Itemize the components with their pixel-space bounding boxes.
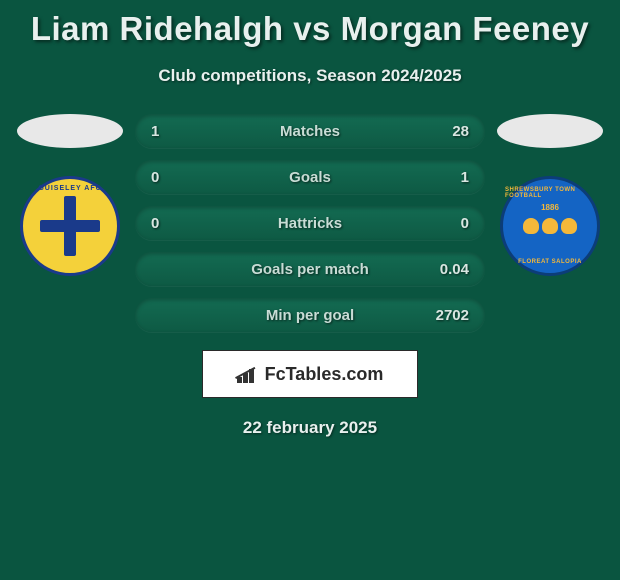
stat-row-goals: 0 Goals 1	[135, 160, 485, 194]
player-photo-right	[497, 114, 603, 148]
brand-name: FcTables.com	[265, 364, 384, 385]
stat-left-value: 0	[151, 215, 191, 232]
stat-label: Goals per match	[251, 261, 369, 278]
club-badge-left: GUISELEY AFC	[20, 176, 120, 276]
stat-right-value: 0	[429, 215, 469, 232]
chart-icon	[237, 365, 259, 383]
page-title: Liam Ridehalgh vs Morgan Feeney	[0, 10, 620, 48]
stat-label: Goals	[289, 169, 331, 186]
comparison-card: Liam Ridehalgh vs Morgan Feeney Club com…	[0, 0, 620, 438]
lions-icon	[523, 218, 577, 234]
stat-label: Min per goal	[266, 307, 354, 324]
stat-left-value: 0	[151, 169, 191, 186]
main-row: GUISELEY AFC 1 Matches 28 0 Goals 1 0 Ha…	[0, 114, 620, 332]
stat-right-value: 0.04	[429, 261, 469, 278]
left-player-col: GUISELEY AFC	[15, 114, 125, 276]
stat-row-min-per-goal: Min per goal 2702	[135, 298, 485, 332]
badge-right-inner: SHREWSBURY TOWN FOOTBALL 1886 FLOREAT SA…	[505, 181, 595, 271]
stat-right-value: 28	[429, 123, 469, 140]
stat-right-value: 2702	[429, 307, 469, 324]
date-label: 22 february 2025	[0, 418, 620, 438]
page-subtitle: Club competitions, Season 2024/2025	[0, 66, 620, 86]
badge-right-text-bottom: FLOREAT SALOPIA	[518, 259, 582, 265]
stat-label: Matches	[280, 123, 340, 140]
stat-right-value: 1	[429, 169, 469, 186]
stats-column: 1 Matches 28 0 Goals 1 0 Hattricks 0 Goa…	[135, 114, 485, 332]
badge-left-cross-icon	[35, 191, 105, 261]
badge-right-text-top: SHREWSBURY TOWN FOOTBALL	[505, 187, 595, 199]
stat-left-value: 1	[151, 123, 191, 140]
stat-row-matches: 1 Matches 28	[135, 114, 485, 148]
stat-label: Hattricks	[278, 215, 342, 232]
brand-logo-box: FcTables.com	[202, 350, 418, 398]
badge-right-year: 1886	[541, 203, 559, 212]
stat-row-hattricks: 0 Hattricks 0	[135, 206, 485, 240]
stat-row-goals-per-match: Goals per match 0.04	[135, 252, 485, 286]
player-photo-left	[17, 114, 123, 148]
right-player-col: SHREWSBURY TOWN FOOTBALL 1886 FLOREAT SA…	[495, 114, 605, 276]
club-badge-right: SHREWSBURY TOWN FOOTBALL 1886 FLOREAT SA…	[500, 176, 600, 276]
